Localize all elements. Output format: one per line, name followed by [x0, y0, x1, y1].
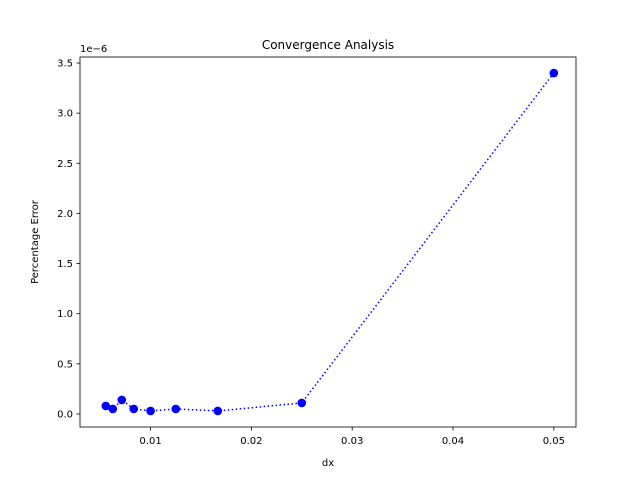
data-point [171, 404, 181, 414]
plot-frame [79, 56, 577, 428]
data-point [129, 404, 139, 414]
y-offset-label: 1e−6 [80, 44, 107, 55]
y-tick-label: 0.5 [57, 359, 73, 370]
data-point [117, 395, 127, 405]
x-axis-label: dx [322, 458, 334, 469]
x-tick-label: 0.05 [543, 436, 565, 447]
y-axis-ticks: 0.0 0.5 1.0 1.5 2.0 2.5 3.0 3.5 [57, 59, 80, 420]
x-tick-label: 0.02 [240, 436, 262, 447]
data-point [297, 398, 307, 408]
y-tick-label: 2.5 [57, 159, 73, 170]
y-tick-label: 0.0 [57, 409, 73, 420]
data-point [213, 406, 223, 416]
y-tick-label: 3.0 [57, 109, 73, 120]
y-tick-label: 3.5 [57, 59, 73, 70]
y-tick-label: 1.5 [57, 259, 73, 270]
data-point [108, 404, 118, 414]
data-point [101, 401, 111, 411]
data-point [549, 68, 559, 78]
y-axis-label: Percentage Error [30, 199, 41, 284]
x-tick-label: 0.01 [139, 436, 161, 447]
data-point [146, 406, 155, 416]
x-tick-label: 0.04 [442, 436, 464, 447]
plot-series [101, 68, 559, 416]
y-tick-label: 1.0 [57, 309, 73, 320]
chart-title: Convergence Analysis [262, 38, 394, 52]
x-tick-label: 0.03 [341, 436, 363, 447]
y-tick-label: 2.0 [57, 209, 73, 220]
x-axis-ticks: 0.01 0.02 0.03 0.04 0.05 [139, 427, 565, 447]
